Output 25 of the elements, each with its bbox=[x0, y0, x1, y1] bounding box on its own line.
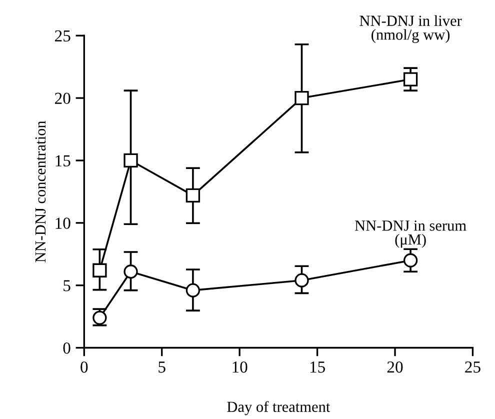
point bbox=[294, 90, 309, 106]
x-tick-label: 10 bbox=[232, 361, 248, 373]
x-tick-label: 15 bbox=[310, 362, 325, 373]
y-axis-title: NN-DNJ concentration bbox=[35, 120, 46, 262]
text: NN-DNJ in liver (nmol/g ww) bbox=[360, 15, 462, 43]
point bbox=[403, 253, 418, 268]
point bbox=[92, 263, 107, 278]
point bbox=[124, 153, 138, 168]
y-tick-label: 25 bbox=[55, 30, 70, 42]
point bbox=[186, 283, 200, 298]
x-axis-title: Day of treatment bbox=[227, 401, 330, 416]
x-tick-label: 25 bbox=[465, 361, 480, 373]
y-tick-label: 0 bbox=[63, 342, 70, 354]
series-label: NN-DNJ in serum (μM) bbox=[354, 220, 466, 248]
y-tick-label: 5 bbox=[64, 280, 70, 292]
point bbox=[403, 72, 418, 86]
x-tick-label: 5 bbox=[158, 362, 166, 373]
point bbox=[186, 188, 200, 203]
point bbox=[294, 273, 309, 288]
y-tick-label: 15 bbox=[56, 155, 70, 166]
y-tick-label: 10 bbox=[56, 218, 70, 229]
x-tick-label: 20 bbox=[387, 361, 403, 373]
x-tick-label: 0 bbox=[80, 361, 88, 373]
point bbox=[124, 264, 138, 279]
y-tick-label: 20 bbox=[55, 92, 70, 104]
